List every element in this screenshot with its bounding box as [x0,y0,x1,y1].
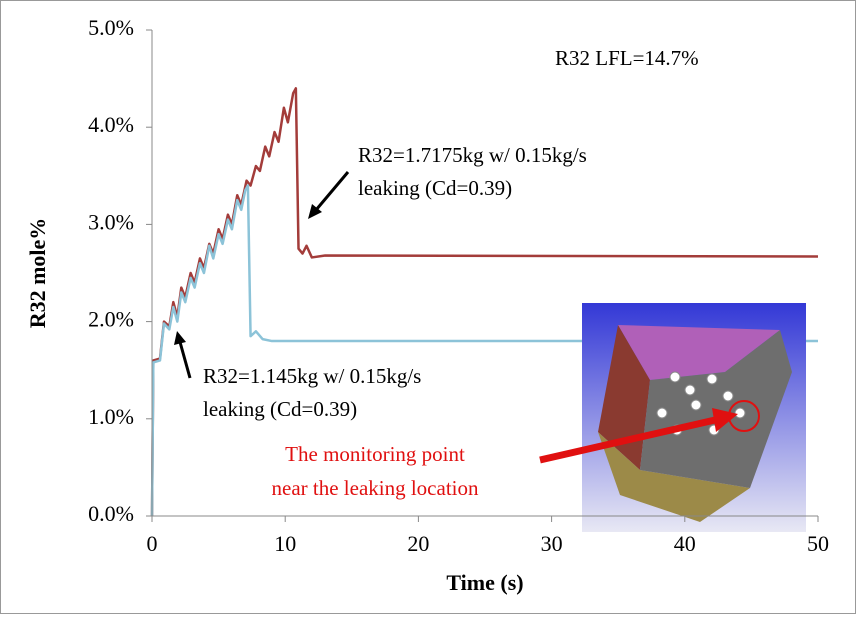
x-tick-label: 10 [274,531,296,556]
inset-image [582,303,806,532]
y-axis-title: R32 mole% [25,218,50,329]
annotation: leaking (Cd=0.39) [358,176,512,200]
x-tick-label: 30 [541,531,563,556]
y-tick-label: 2.0% [88,307,134,332]
y-tick-label: 0.0% [88,501,134,526]
x-axis-title: Time (s) [446,570,523,595]
annotation: R32=1.7175kg w/ 0.15kg/s [358,143,587,167]
x-tick-label: 0 [147,531,158,556]
annotation: near the leaking location [272,476,479,500]
annotation: The monitoring point [285,442,465,466]
y-tick-label: 3.0% [88,209,134,234]
x-tick-label: 50 [807,531,829,556]
y-tick-label: 1.0% [88,404,134,429]
annotation: leaking (Cd=0.39) [203,397,357,421]
y-tick-label: 4.0% [88,112,134,137]
x-tick-label: 40 [674,531,696,556]
annotation: R32 LFL=14.7% [555,46,699,70]
chart: R32 mole% Time (s) R32 LFL=14.7% R32=1.7… [0,0,856,614]
y-tick-label: 5.0% [88,15,134,40]
x-tick-label: 20 [407,531,429,556]
annotation: R32=1.145kg w/ 0.15kg/s [203,364,421,388]
